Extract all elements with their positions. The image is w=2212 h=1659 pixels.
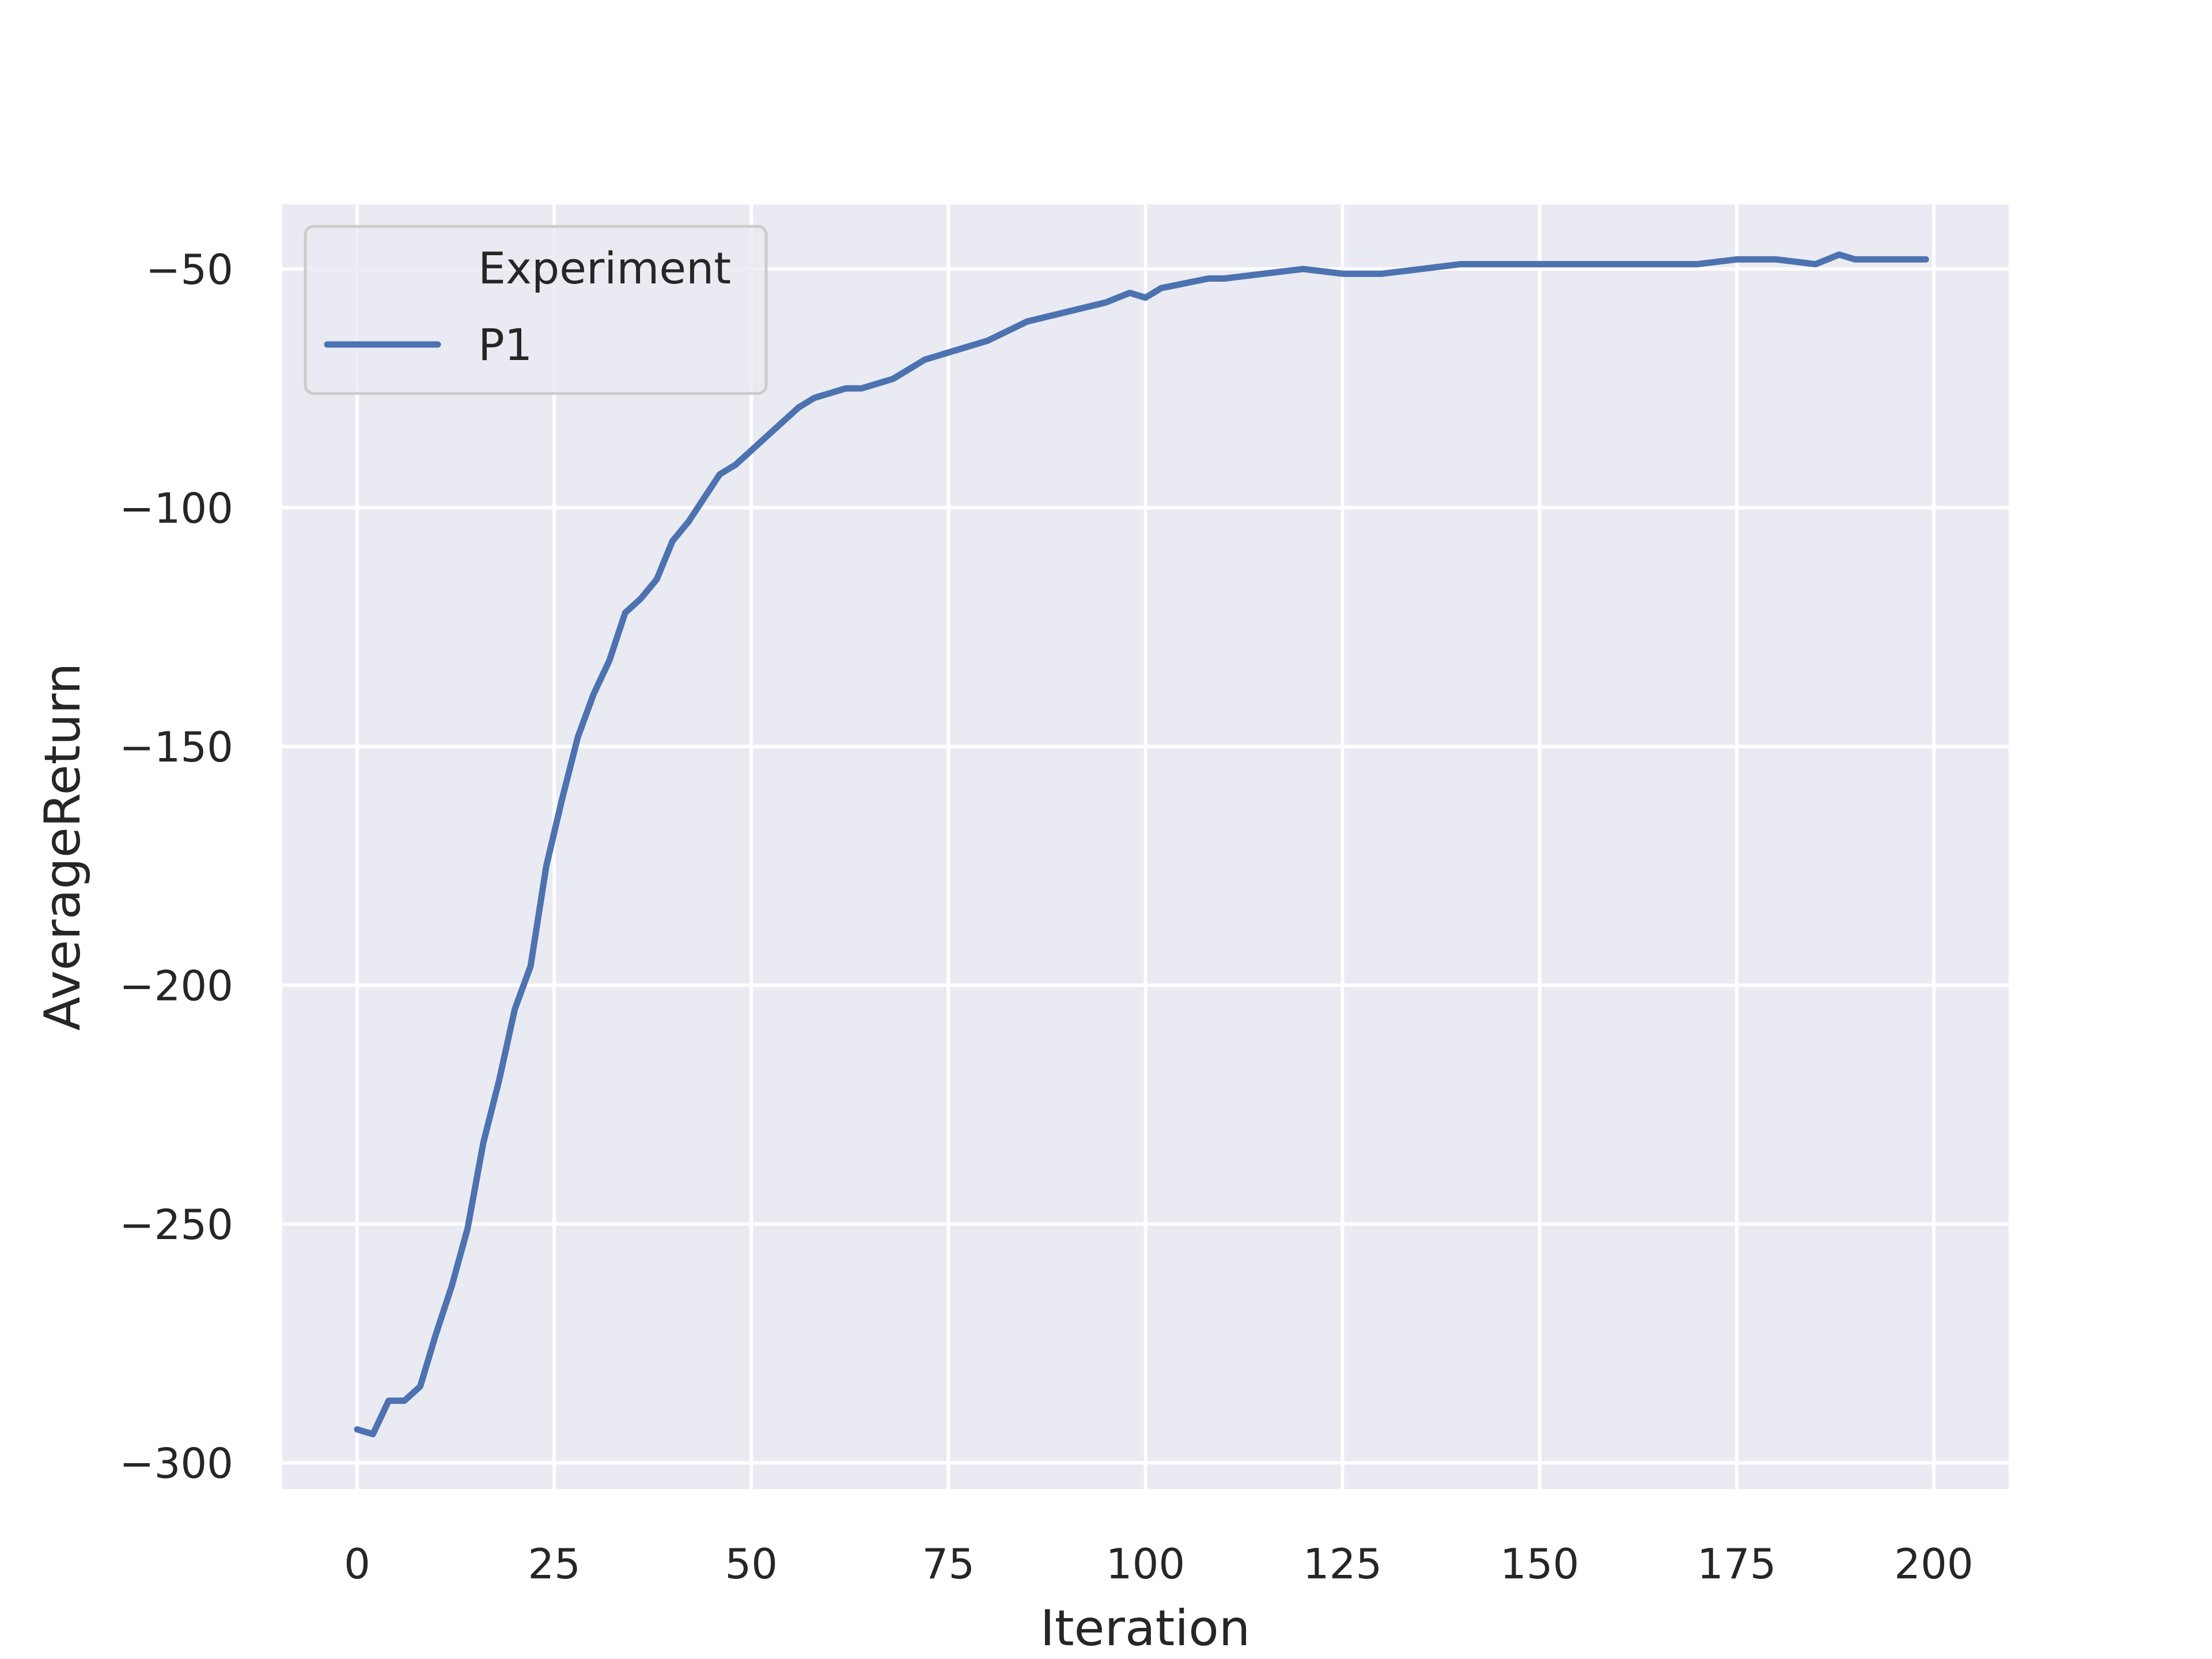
- y-tick-label: −150: [119, 723, 233, 771]
- y-tick-label: −50: [146, 245, 233, 294]
- y-tick-label: −200: [119, 961, 233, 1010]
- x-axis-title: Iteration: [1040, 1600, 1251, 1657]
- x-tick-label: 75: [922, 1540, 975, 1588]
- y-tick-label: −100: [119, 484, 233, 532]
- series-line-p1: [354, 251, 1929, 1438]
- y-tick-label: −300: [119, 1439, 233, 1487]
- series-layer: [354, 251, 1929, 1438]
- grid: [282, 204, 2009, 1489]
- legend: Experiment P1: [304, 225, 768, 395]
- x-tick-labels: 0 25 50 75 100 125 150 175 200: [344, 1540, 1974, 1588]
- x-tick-label: 100: [1106, 1540, 1185, 1588]
- legend-label-p1: P1: [478, 319, 532, 370]
- x-tick-label: 50: [725, 1540, 778, 1588]
- x-tick-label: 125: [1303, 1540, 1382, 1588]
- y-tick-label: −250: [119, 1200, 233, 1249]
- x-tick-label: 25: [528, 1540, 581, 1588]
- x-tick-label: 150: [1500, 1540, 1579, 1588]
- legend-box: [304, 225, 768, 395]
- x-tick-label: 200: [1894, 1540, 1973, 1588]
- x-tick-label: 0: [344, 1540, 370, 1588]
- y-tick-labels: −300 −250 −200 −150 −100 −50: [119, 245, 233, 1487]
- x-tick-label: 175: [1697, 1540, 1776, 1588]
- legend-title: Experiment: [478, 243, 731, 294]
- y-axis-title: AverageReturn: [34, 663, 92, 1031]
